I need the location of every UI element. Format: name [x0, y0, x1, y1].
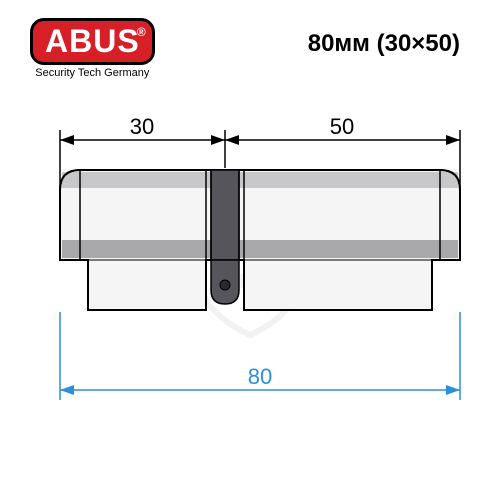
logo-tagline: Security Tech Germany	[30, 67, 155, 79]
keyhole-icon	[220, 280, 230, 290]
brand-logo: ABUS ® Security Tech Germany	[30, 18, 155, 79]
shade-bottom	[62, 240, 458, 258]
diagram-canvas: ABUS ® Security Tech Germany 80мм (30×50…	[0, 0, 500, 500]
dim-label-30: 30	[130, 114, 154, 139]
arrow-right-80	[446, 385, 460, 395]
product-title: 80мм (30×50)	[308, 30, 460, 58]
arrow-right-50	[446, 135, 460, 145]
arrow-right-30	[211, 135, 225, 145]
logo-text: ABUS	[45, 23, 140, 59]
cam-block	[211, 170, 239, 260]
arrow-left-80	[60, 385, 74, 395]
dim-label-50: 50	[330, 114, 354, 139]
arrow-left-50	[225, 135, 239, 145]
registered-icon: ®	[137, 25, 146, 39]
arrow-left-30	[60, 135, 74, 145]
dim-label-80: 80	[248, 364, 272, 389]
shade-top	[62, 172, 458, 188]
cylinder-diagram: 30 50	[30, 90, 470, 430]
logo-badge: ABUS ®	[30, 18, 155, 65]
